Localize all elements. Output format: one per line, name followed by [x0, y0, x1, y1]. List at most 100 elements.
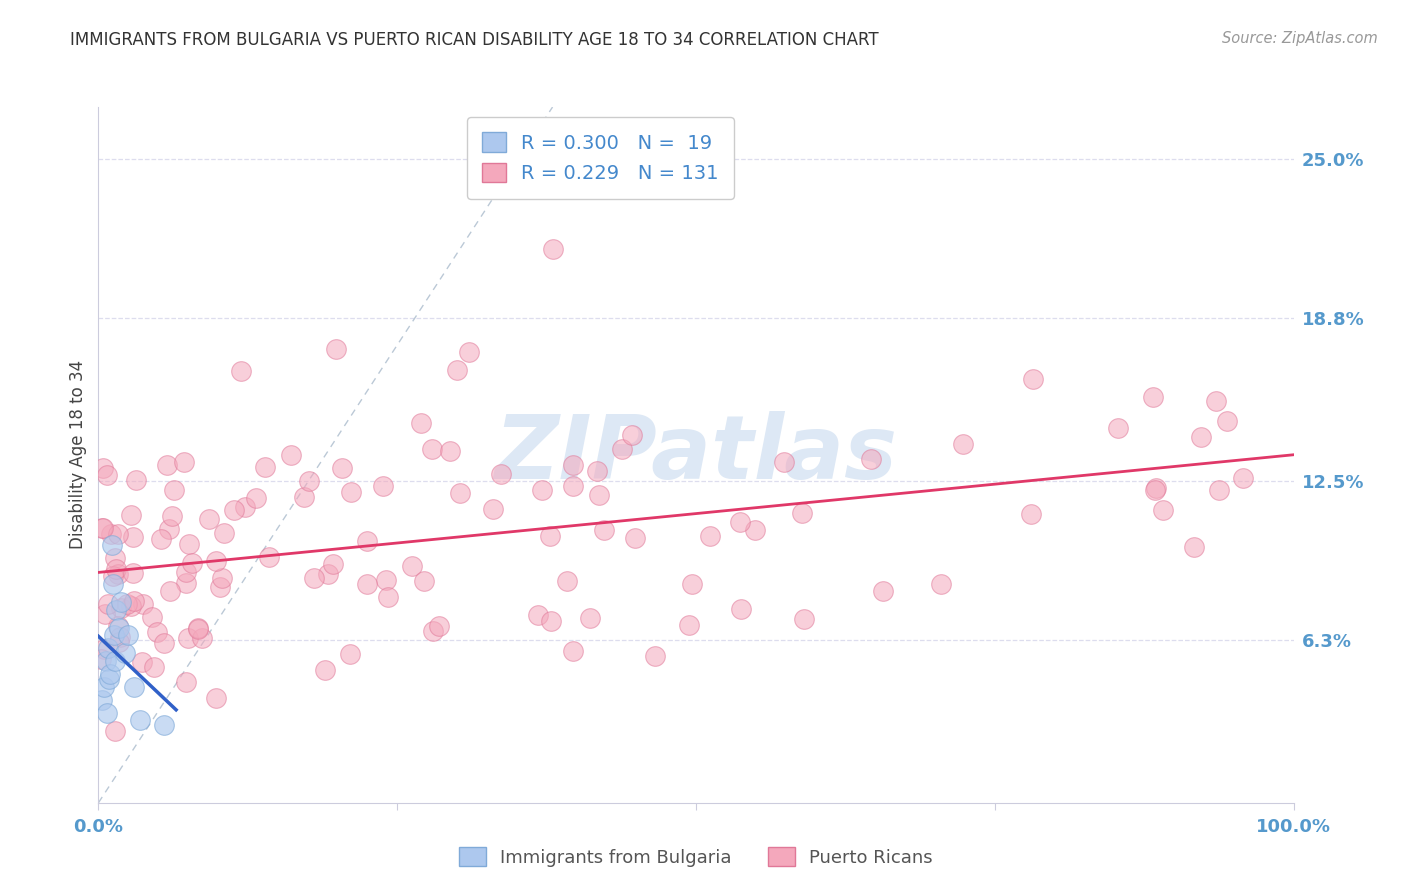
Point: [187, 621, 209, 635]
Point: [1216, 414, 1239, 428]
Point: [578, 611, 600, 625]
Point: [280, 448, 302, 462]
Point: [1205, 393, 1227, 408]
Point: [114, 646, 136, 660]
Point: [104, 551, 127, 566]
Point: [174, 565, 197, 579]
Point: [612, 442, 634, 456]
Point: [131, 655, 153, 669]
Point: [730, 601, 752, 615]
Point: [191, 631, 214, 645]
Point: [125, 473, 148, 487]
Point: [330, 461, 353, 475]
Point: [104, 724, 127, 739]
Point: [409, 417, 432, 431]
Point: [356, 534, 378, 549]
Point: [540, 614, 562, 628]
Point: [157, 521, 180, 535]
Point: [482, 502, 505, 516]
Point: [150, 532, 173, 546]
Point: [1144, 483, 1167, 497]
Point: [356, 576, 378, 591]
Point: [530, 483, 553, 497]
Point: [153, 718, 176, 732]
Point: [160, 509, 183, 524]
Point: [129, 714, 152, 728]
Point: [96, 468, 118, 483]
Point: [793, 612, 815, 626]
Point: [1107, 420, 1129, 434]
Point: [377, 590, 399, 604]
Point: [592, 523, 614, 537]
Point: [624, 531, 647, 545]
Point: [541, 242, 564, 256]
Point: [101, 576, 124, 591]
Point: [100, 538, 122, 552]
Point: [1022, 372, 1045, 386]
Point: [557, 574, 579, 588]
Point: [375, 573, 398, 587]
Point: [1142, 390, 1164, 404]
Point: [538, 528, 561, 542]
Point: [107, 527, 129, 541]
Point: [222, 503, 245, 517]
Point: [107, 567, 129, 582]
Point: [91, 692, 114, 706]
Point: [1232, 471, 1254, 485]
Point: [371, 479, 394, 493]
Point: [124, 680, 146, 694]
Point: [142, 660, 165, 674]
Point: [401, 559, 423, 574]
Point: [1208, 483, 1230, 497]
Point: [156, 458, 179, 472]
Point: [214, 525, 236, 540]
Point: [94, 607, 117, 621]
Legend: Immigrants from Bulgaria, Puerto Ricans: Immigrants from Bulgaria, Puerto Ricans: [451, 840, 941, 874]
Point: [681, 577, 703, 591]
Point: [107, 619, 129, 633]
Point: [115, 597, 138, 611]
Point: [527, 607, 550, 622]
Point: [302, 571, 325, 585]
Point: [1144, 481, 1167, 495]
Point: [122, 566, 145, 580]
Point: [96, 706, 118, 720]
Point: [117, 628, 139, 642]
Point: [1019, 507, 1042, 521]
Point: [339, 647, 361, 661]
Point: [699, 529, 721, 543]
Point: [644, 648, 666, 663]
Point: [98, 667, 122, 681]
Point: [105, 562, 128, 576]
Y-axis label: Disability Age 18 to 34: Disability Age 18 to 34: [69, 360, 87, 549]
Point: [173, 455, 195, 469]
Point: [110, 595, 132, 609]
Point: [449, 485, 471, 500]
Point: [90, 521, 112, 535]
Text: Source: ZipAtlas.com: Source: ZipAtlas.com: [1222, 31, 1378, 46]
Text: IMMIGRANTS FROM BULGARIA VS PUERTO RICAN DISABILITY AGE 18 TO 34 CORRELATION CHA: IMMIGRANTS FROM BULGARIA VS PUERTO RICAN…: [70, 31, 879, 49]
Point: [97, 597, 120, 611]
Point: [93, 641, 115, 656]
Point: [245, 491, 267, 506]
Point: [177, 537, 200, 551]
Point: [562, 644, 585, 658]
Point: [229, 363, 252, 377]
Point: [929, 577, 952, 591]
Point: [205, 554, 228, 568]
Point: [94, 654, 117, 668]
Point: [91, 521, 114, 535]
Point: [90, 652, 112, 666]
Point: [859, 451, 882, 466]
Point: [489, 467, 512, 482]
Point: [1152, 503, 1174, 517]
Point: [292, 490, 315, 504]
Point: [588, 488, 610, 502]
Point: [872, 584, 894, 599]
Point: [678, 618, 700, 632]
Point: [1189, 430, 1212, 444]
Point: [97, 641, 120, 656]
Point: [181, 556, 204, 570]
Point: [620, 427, 643, 442]
Point: [110, 601, 132, 615]
